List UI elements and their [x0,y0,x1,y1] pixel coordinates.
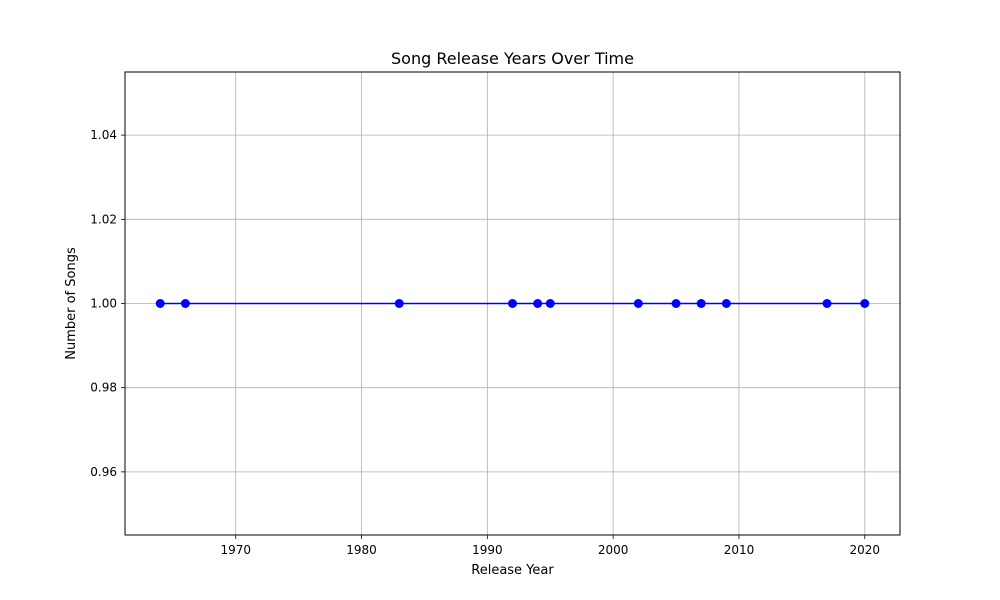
data-point [696,299,706,308]
x-tick-label: 1990 [472,543,503,557]
x-axis-title: Release Year [471,563,554,578]
data-point [155,299,165,308]
y-tick-label: 1.04 [90,128,117,142]
data-point [545,299,555,308]
data-point [533,299,543,308]
data-point [721,299,731,308]
x-tick-label: 2020 [849,543,880,557]
y-axis-title: Number of Songs [64,247,79,360]
series-layer [155,299,870,308]
x-tick-label: 2010 [724,543,755,557]
data-point [508,299,517,308]
y-tick-label: 0.98 [90,381,117,395]
data-point [180,299,190,308]
chart-title: Song Release Years Over Time [391,49,634,68]
data-point [860,299,870,308]
x-tick-label: 1970 [220,543,251,557]
y-tick-label: 1.02 [90,212,117,226]
data-point [671,299,681,308]
data-point [822,299,832,308]
y-tick-label: 0.96 [90,465,117,479]
ticks: 1970 1980 1990 2000 2010 2020 0.96 0.98 1.00 1.02… [90,128,880,557]
data-point [633,299,643,308]
y-tick-label: 1.00 [90,297,117,311]
x-tick-label: 2000 [598,543,629,557]
data-point [394,299,404,308]
x-tick-label: 1980 [346,543,377,557]
